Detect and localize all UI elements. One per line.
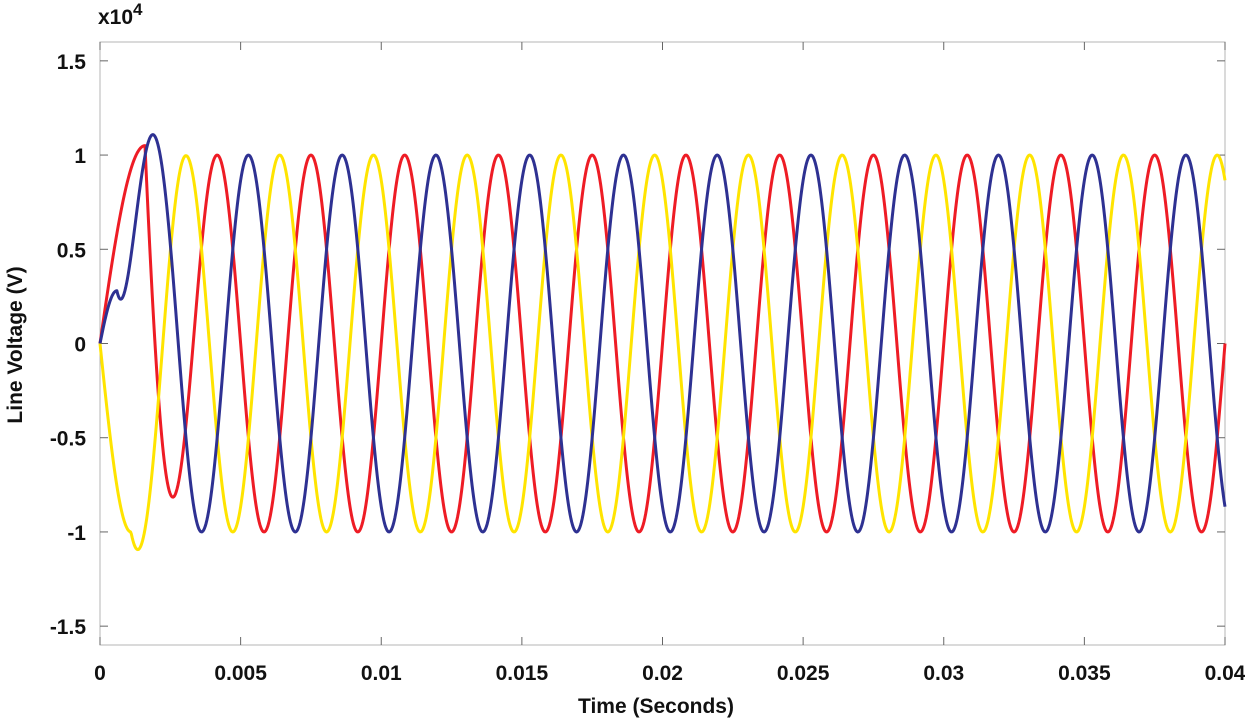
series-lines (98, 133, 1227, 552)
x-tick-label: 0.005 (214, 662, 267, 685)
y-tick-label: 1 (74, 145, 86, 168)
y-tick-label: -0.5 (50, 428, 87, 451)
x-tick-label: 0.015 (496, 662, 549, 685)
series-line-1 (98, 144, 1227, 534)
x-tick-label: 0 (94, 662, 106, 685)
x-axis-title: Time (Seconds) (578, 695, 734, 718)
y-tick-label: 0.5 (57, 239, 87, 262)
x-tick-label: 0.02 (642, 662, 683, 685)
y-multiplier-label: x104 (98, 0, 143, 29)
y-axis-title: Line Voltage (V) (4, 266, 27, 423)
x-tick-label: 0.04 (1205, 662, 1245, 685)
y-tick-label: 1.5 (57, 51, 87, 74)
x-tick-label: 0.025 (777, 662, 830, 685)
y-ticks: 1.5 1 0.5 0 -0.5 -1 -1.5 (50, 51, 1225, 639)
y-tick-label: 0 (74, 334, 86, 357)
y-multiplier-exponent: 4 (133, 0, 143, 19)
y-tick-label: -1.5 (50, 616, 87, 639)
x-ticks: 0 0.005 0.01 0.015 0.02 0.025 0.03 0.035 0.04 (94, 42, 1245, 685)
y-tick-label: -1 (67, 522, 86, 545)
x-tick-label: 0.01 (361, 662, 402, 685)
series-line-2 (98, 153, 1227, 552)
x-tick-label: 0.03 (923, 662, 964, 685)
series-line-3 (98, 133, 1227, 534)
x-tick-label: 0.035 (1058, 662, 1111, 685)
